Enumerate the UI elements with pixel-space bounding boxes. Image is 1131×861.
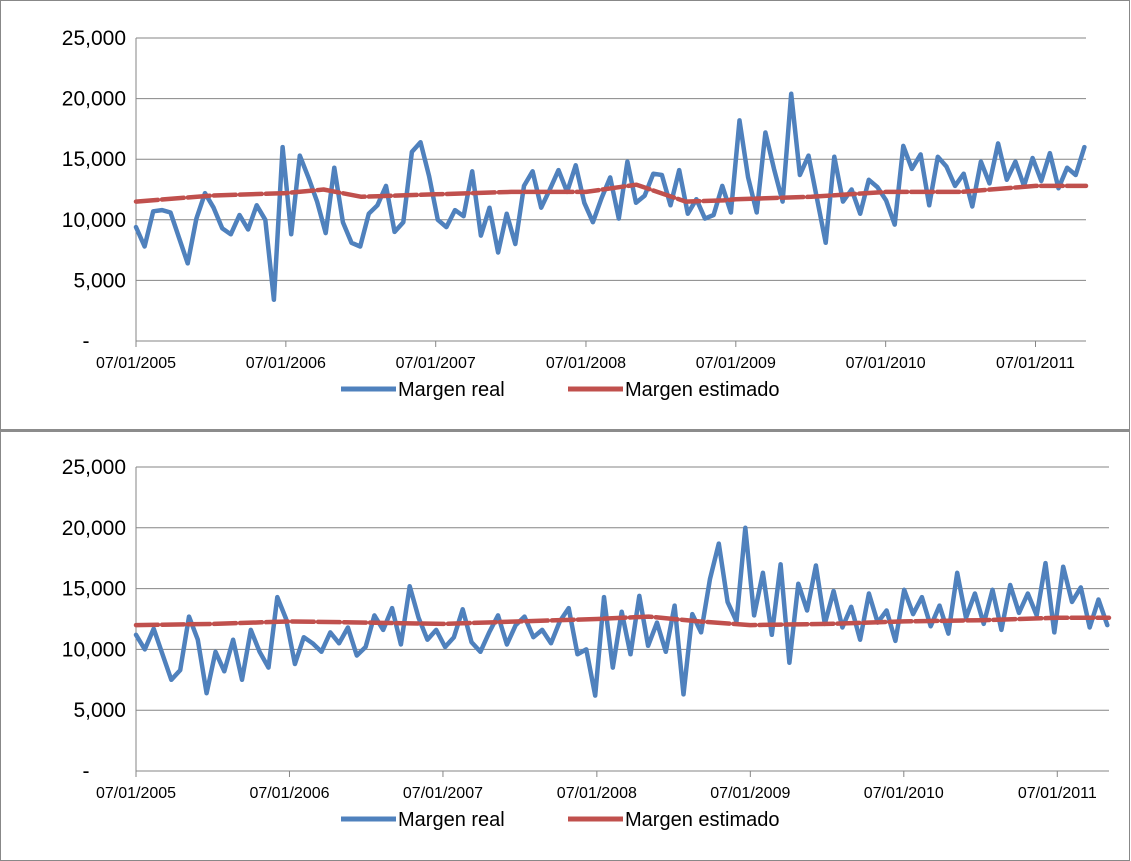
- x-tick-label: 07/01/2010: [864, 785, 944, 802]
- chart-bottom: - 5,000 10,000 15,000 20,000 25,000 07/01/2005…: [62, 456, 1112, 831]
- y-tick-label: -: [83, 330, 90, 353]
- chart-panel-bottom: - 5,000 10,000 15,000 20,000 25,000 07/01/2005…: [0, 432, 1130, 861]
- series-line-margen-real: [133, 525, 1110, 698]
- x-tick-label: 07/01/2007: [403, 785, 483, 802]
- legend-item-margen-real-label: Margen real: [398, 809, 505, 831]
- x-tick-label: 07/01/2009: [710, 785, 790, 802]
- y-tick-label: 25,000: [62, 27, 126, 50]
- x-tick-label: 07/01/2011: [1018, 785, 1097, 802]
- y-tick-label: -: [83, 760, 90, 783]
- y-tick-label: 20,000: [62, 517, 126, 540]
- y-tick-label: 15,000: [62, 148, 126, 171]
- x-tick-label: 07/01/2005: [96, 355, 176, 372]
- y-tick-label: 10,000: [62, 209, 126, 232]
- x-tick-label: 07/01/2008: [557, 785, 637, 802]
- x-tick-label: 07/01/2009: [696, 355, 776, 372]
- y-tick-label: 5,000: [73, 269, 126, 292]
- y-tick-label: 10,000: [62, 638, 126, 661]
- y-tick-label: 25,000: [62, 456, 126, 479]
- x-tick-label: 07/01/2005: [96, 785, 176, 802]
- x-tick-label: 07/01/2008: [546, 355, 626, 372]
- x-tick-label: 07/01/2010: [846, 355, 926, 372]
- x-tick-label: 07/01/2006: [246, 355, 326, 372]
- legend: Margen real Margen estimado: [341, 379, 780, 401]
- chart-top: - 5,000 10,000 15,000 20,000 25,000 07/01/2005…: [62, 27, 1089, 401]
- x-tick-label: 07/01/2007: [396, 355, 476, 372]
- y-tick-label: 15,000: [62, 578, 126, 601]
- legend-item-margen-estimado-label: Margen estimado: [625, 809, 780, 831]
- x-tick-label: 07/01/2011: [996, 355, 1075, 372]
- x-tick-label: 07/01/2006: [249, 785, 329, 802]
- y-tick-label: 20,000: [62, 88, 126, 111]
- chart-panel-top: - 5,000 10,000 15,000 20,000 25,000 07/01/2005…: [0, 0, 1130, 432]
- legend-item-margen-real-label: Margen real: [398, 379, 505, 401]
- legend: Margen real Margen estimado: [341, 809, 780, 831]
- series-line-margen-estimado: [133, 182, 1089, 204]
- legend-item-margen-estimado-label: Margen estimado: [625, 379, 780, 401]
- series-line-margen-real: [133, 91, 1087, 303]
- series-line-margen-estimado: [133, 614, 1112, 628]
- y-tick-label: 5,000: [73, 699, 126, 722]
